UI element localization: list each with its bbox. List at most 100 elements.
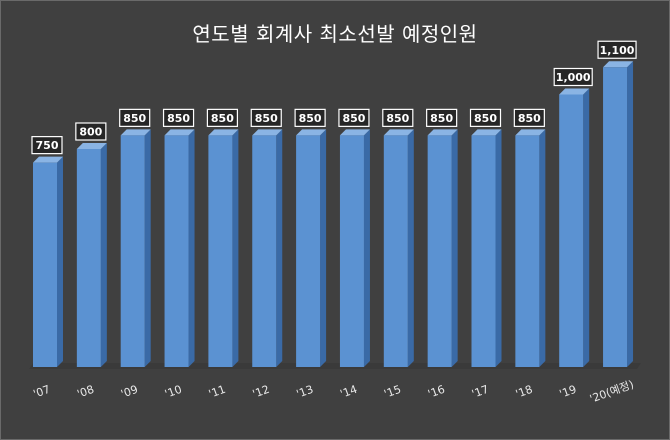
data-label-box	[162, 108, 195, 127]
bar-top	[252, 129, 283, 136]
bar-top	[471, 129, 502, 136]
bar-group: 850 '16	[426, 108, 458, 401]
bar	[33, 162, 57, 367]
bar-top	[120, 129, 151, 136]
bar-group: 850 '12	[250, 108, 283, 401]
bar	[471, 135, 496, 367]
bar	[120, 135, 145, 367]
data-label: 1,100	[600, 44, 635, 57]
category-tick-label: '07	[32, 383, 52, 401]
bar-side	[407, 129, 414, 367]
category-tick-label: '08	[75, 383, 95, 401]
bar	[208, 135, 233, 367]
bar-top	[164, 129, 195, 136]
chart-title: 연도별 회계사 최소선발 예정인원	[192, 22, 478, 46]
bar-side	[583, 88, 590, 367]
category-tick-label: '13	[295, 383, 315, 401]
bar-group: 850 '15	[382, 108, 414, 401]
category-tick-label: '11	[207, 383, 227, 401]
category-tick-label: '12	[251, 383, 271, 401]
data-label: 850	[211, 112, 234, 125]
bar-side	[539, 129, 546, 367]
data-label: 850	[342, 112, 365, 125]
bar-top	[515, 129, 546, 136]
data-label: 850	[430, 112, 453, 125]
category-tick-label: '14	[339, 383, 359, 401]
bar-side	[320, 129, 327, 367]
category-tick-label: '18	[514, 383, 534, 401]
bar	[383, 135, 408, 367]
data-label-box	[250, 108, 282, 127]
category-tick-label: '15	[382, 383, 402, 401]
data-label: 850	[123, 112, 146, 125]
bar-top	[427, 129, 458, 136]
category-tick-label: '17	[470, 383, 490, 401]
data-label-box	[513, 108, 545, 127]
bar	[339, 135, 364, 367]
bar-side	[627, 61, 634, 367]
bar-side	[232, 129, 239, 367]
data-label: 850	[474, 112, 497, 125]
data-label: 850	[386, 112, 409, 125]
data-label: 850	[255, 112, 278, 125]
bar	[559, 94, 584, 367]
bar-top	[33, 156, 63, 163]
bar-top	[76, 143, 107, 149]
bar-top	[383, 129, 414, 136]
bar-group: 1,100 '20(예정)	[588, 40, 637, 406]
bar-top	[208, 129, 239, 136]
bar	[515, 135, 540, 367]
category-tick-label: '16	[426, 383, 446, 401]
bar-side	[188, 129, 195, 367]
bar	[252, 135, 277, 367]
bar-group: 800 '08	[75, 122, 107, 401]
data-label-box	[206, 108, 238, 127]
data-label: 750	[36, 139, 59, 152]
data-label-box	[338, 108, 370, 127]
bar-group: 850 '09	[119, 108, 151, 401]
bar-group: 850 '11	[206, 108, 239, 401]
data-label-box	[75, 122, 107, 141]
data-label-box	[469, 108, 502, 127]
bar-side	[451, 129, 458, 367]
data-label: 850	[299, 112, 322, 125]
data-label: 850	[518, 112, 541, 125]
bar-top	[559, 88, 590, 95]
bar-group: 850 '10	[162, 108, 195, 401]
category-tick-label: '19	[558, 383, 578, 401]
category-tick-label: '09	[119, 383, 139, 401]
bar	[427, 135, 452, 367]
bar-side	[276, 129, 283, 367]
data-label: 1,000	[556, 71, 591, 84]
bar-side	[100, 143, 107, 367]
bar-group: 750 '07	[31, 136, 63, 401]
bar-side	[144, 129, 151, 367]
data-label-box	[294, 108, 326, 127]
bar-group: 850 '17	[469, 108, 502, 401]
data-label-box	[426, 108, 458, 127]
data-label: 850	[167, 112, 190, 125]
data-label-box	[119, 108, 151, 127]
bar	[164, 135, 189, 367]
data-label: 800	[79, 126, 102, 139]
bar	[76, 149, 101, 367]
bar-side	[57, 156, 63, 367]
bar-top	[339, 129, 370, 136]
bar-side	[363, 129, 370, 367]
bar-top	[296, 129, 327, 136]
bar-group: 850 '18	[513, 108, 546, 401]
bar-group: 1,000 '19	[553, 67, 593, 401]
bar-side	[495, 129, 502, 367]
data-label-box	[31, 136, 63, 155]
data-label-box	[553, 67, 593, 87]
data-label-box	[382, 108, 414, 127]
bar	[603, 67, 628, 367]
category-tick-label: '10	[163, 383, 183, 401]
bar-group: 850 '13	[294, 108, 327, 401]
bar	[296, 135, 321, 367]
bar-group: 850 '14	[338, 108, 370, 401]
category-tick-label: '20(예정)	[588, 378, 636, 406]
bar-top	[603, 61, 634, 68]
data-label-box	[597, 40, 637, 59]
